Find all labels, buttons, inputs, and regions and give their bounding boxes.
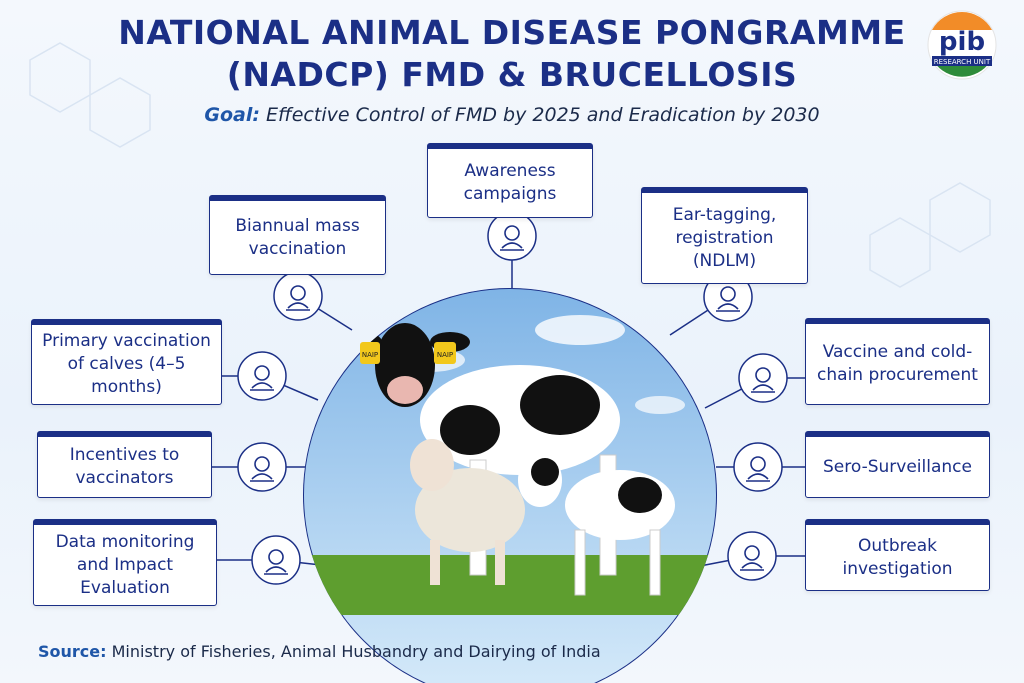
node-box: Vaccine and cold-chain procurement xyxy=(805,318,990,405)
glyph xyxy=(287,302,309,309)
icon-glyph xyxy=(250,456,274,482)
logo-unit: RESEARCH UNIT xyxy=(934,58,991,66)
node-box: Data monitoring and Impact Evaluation xyxy=(33,519,217,606)
node-box: Primary vaccination of calves (4–5 month… xyxy=(31,319,222,405)
node-icon xyxy=(273,271,323,321)
glyph xyxy=(744,545,760,561)
title-line: (NADCP) FMD & BRUCELLOSIS xyxy=(226,55,798,94)
glyph xyxy=(290,285,306,301)
glyph xyxy=(717,303,739,310)
title-line: NATIONAL ANIMAL DISEASE PONGRAMME xyxy=(118,13,906,52)
node-box: Awareness campaigns xyxy=(427,143,593,218)
glyph xyxy=(501,242,523,249)
glyph xyxy=(254,365,270,381)
node-icon xyxy=(487,211,537,261)
glyph xyxy=(254,456,270,472)
goal-text: Effective Control of FMD by 2025 and Era… xyxy=(266,104,820,126)
node-box: Sero-Surveillance xyxy=(805,431,990,498)
icon-glyph xyxy=(751,367,775,393)
glyph xyxy=(268,549,284,565)
glyph xyxy=(747,473,769,480)
goal-label: Goal: xyxy=(204,104,260,126)
node-box: Ear-tagging, registration (NDLM) xyxy=(641,187,808,284)
ear-tag xyxy=(360,342,380,364)
icon-glyph xyxy=(286,285,310,311)
logo-mark: pib xyxy=(939,27,985,57)
glyph xyxy=(752,384,774,391)
icon-glyph xyxy=(264,549,288,575)
glyph xyxy=(720,286,736,302)
glyph xyxy=(750,456,766,472)
glyph xyxy=(265,566,287,573)
node-box: Biannual mass vaccination xyxy=(209,195,386,275)
icon-glyph xyxy=(740,545,764,571)
node-icon xyxy=(237,351,287,401)
ear-tag-text: NAIP xyxy=(362,351,378,359)
glyph xyxy=(251,473,273,480)
icon-glyph xyxy=(250,365,274,391)
glyph xyxy=(504,225,520,241)
goal: Goal: Effective Control of FMD by 2025 a… xyxy=(0,104,1024,126)
node-icon xyxy=(738,353,788,403)
ear-tag xyxy=(434,342,456,364)
node-box: Outbreak investigation xyxy=(805,519,990,591)
icon-glyph xyxy=(716,286,740,312)
glyph xyxy=(755,367,771,383)
source-label: Source: xyxy=(38,642,107,661)
node-icon xyxy=(251,535,301,585)
node-icon xyxy=(237,442,287,492)
ear-tag-text: NAIP xyxy=(437,351,453,359)
glyph xyxy=(741,562,763,569)
node-icon xyxy=(727,531,777,581)
node-box: Incentives to vaccinators xyxy=(37,431,212,498)
node-icon xyxy=(733,442,783,492)
source: Source: Ministry of Fisheries, Animal Hu… xyxy=(38,642,601,661)
source-text: Ministry of Fisheries, Animal Husbandry … xyxy=(111,642,601,661)
icon-glyph xyxy=(746,456,770,482)
glyph xyxy=(251,382,273,389)
icon-glyph xyxy=(500,225,524,251)
